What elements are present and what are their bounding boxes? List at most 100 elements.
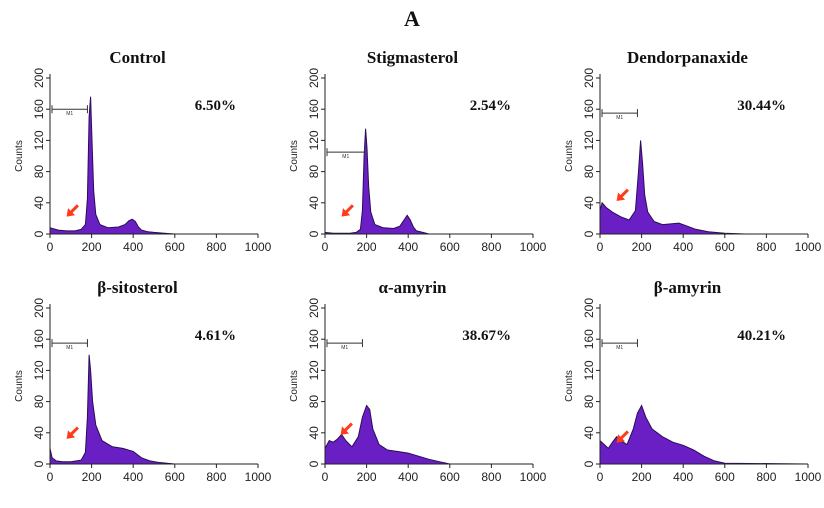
y-axis-title: Counts [289,140,300,172]
y-tick-label: 80 [582,395,596,409]
y-tick-label: 40 [307,196,321,210]
x-tick-label: 600 [165,240,185,254]
percentage-annotation: 4.61% [195,328,236,344]
x-tick-label: 400 [673,470,693,484]
y-tick-label: 0 [307,230,321,237]
histogram-panel-dendorpanaxide: Dendorpanaxide 0 200 400 600 800 1000 0 40 80 120… [550,48,824,278]
x-tick-label: 200 [82,470,102,484]
arrow-icon [63,424,81,442]
percentage-annotation: 30.44% [737,98,786,114]
y-axis-title: Counts [564,140,575,172]
y-axis-title: Counts [289,370,300,402]
histogram-area [325,129,533,234]
x-tick-label: 400 [398,470,418,484]
x-tick-label: 600 [440,470,460,484]
histogram-chart: 0 200 400 600 800 1000 0 40 80 120 160 200 Counts M1 4… [0,278,275,508]
x-tick-label: 400 [673,240,693,254]
x-tick-label: 200 [357,240,377,254]
y-tick-label: 120 [32,360,46,380]
y-tick-label: 120 [582,130,596,150]
x-tick-label: 800 [756,240,776,254]
x-tick-label: 200 [357,470,377,484]
y-tick-label: 160 [582,99,596,119]
percentage-annotation: 6.50% [195,98,236,114]
histogram-panel-beta-amyrin: β-amyrin 0 200 400 600 800 1000 0 40 80 120 160 200… [550,278,824,508]
y-tick-label: 40 [307,426,321,440]
arrow-icon [63,202,81,220]
histogram-area [50,97,258,234]
y-tick-label: 200 [582,68,596,88]
gate-label: M1 [342,154,349,160]
figure-label: A [0,6,824,32]
percentage-annotation: 38.67% [462,328,511,344]
y-axis-title: Counts [14,370,25,402]
y-tick-label: 120 [32,130,46,150]
x-tick-label: 1000 [245,240,272,254]
y-tick-label: 200 [582,298,596,318]
x-tick-label: 800 [756,470,776,484]
histogram-panel-control: Control 0 200 400 600 800 1000 0 40 80 120 160 200 C… [0,48,275,278]
x-tick-label: 600 [715,470,735,484]
y-tick-label: 40 [32,426,46,440]
x-tick-label: 0 [47,470,54,484]
histogram-area [600,406,808,465]
y-tick-label: 120 [307,360,321,380]
y-tick-label: 80 [582,165,596,179]
y-tick-label: 160 [32,99,46,119]
histogram-panel-alpha-amyrin: α-amyrin 0 200 400 600 800 1000 0 40 80 120 160 200… [275,278,550,508]
gate-label: M1 [616,345,623,351]
x-tick-label: 400 [398,240,418,254]
x-tick-label: 600 [440,240,460,254]
x-tick-label: 200 [82,240,102,254]
x-tick-label: 400 [123,470,143,484]
arrow-icon [613,186,631,204]
x-tick-label: 0 [597,470,604,484]
y-tick-label: 160 [582,329,596,349]
x-tick-label: 0 [47,240,54,254]
x-tick-label: 800 [206,470,226,484]
histogram-chart: 0 200 400 600 800 1000 0 40 80 120 160 200 Counts M1 3… [550,48,824,278]
x-tick-label: 800 [206,240,226,254]
y-tick-label: 0 [32,460,46,467]
x-tick-label: 1000 [520,240,547,254]
y-tick-label: 200 [307,298,321,318]
x-tick-label: 200 [632,240,652,254]
y-tick-label: 200 [32,68,46,88]
y-tick-label: 0 [32,230,46,237]
percentage-annotation: 40.21% [737,328,786,344]
y-tick-label: 40 [32,196,46,210]
y-tick-label: 200 [32,298,46,318]
y-tick-label: 40 [582,196,596,210]
x-tick-label: 1000 [795,470,822,484]
y-tick-label: 0 [582,230,596,237]
x-tick-label: 600 [715,240,735,254]
x-tick-label: 200 [632,470,652,484]
y-tick-label: 160 [307,99,321,119]
x-tick-label: 1000 [245,470,272,484]
histogram-chart: 0 200 400 600 800 1000 0 40 80 120 160 200 Counts M1 3… [275,278,550,508]
x-tick-label: 0 [322,240,329,254]
histogram-panel-beta-sitosterol: β-sitosterol 0 200 400 600 800 1000 0 40 80 120 16… [0,278,275,508]
x-tick-label: 800 [481,240,501,254]
y-tick-label: 200 [307,68,321,88]
y-tick-label: 80 [307,395,321,409]
y-tick-label: 160 [307,329,321,349]
x-tick-label: 400 [123,240,143,254]
x-tick-label: 0 [322,470,329,484]
y-tick-label: 80 [32,395,46,409]
y-axis-title: Counts [14,140,25,172]
gate-label: M1 [66,111,73,117]
y-tick-label: 80 [307,165,321,179]
histogram-area [600,140,808,234]
histogram-chart: 0 200 400 600 800 1000 0 40 80 120 160 200 Counts M1 4… [550,278,824,508]
y-tick-label: 160 [32,329,46,349]
y-tick-label: 80 [32,165,46,179]
y-tick-label: 0 [582,460,596,467]
histogram-panel-stigmasterol: Stigmasterol 0 200 400 600 800 1000 0 40 80 120 16… [275,48,550,278]
x-tick-label: 0 [597,240,604,254]
y-tick-label: 0 [307,460,321,467]
x-tick-label: 1000 [520,470,547,484]
x-tick-label: 800 [481,470,501,484]
y-tick-label: 40 [582,426,596,440]
gate-label: M1 [66,345,73,351]
